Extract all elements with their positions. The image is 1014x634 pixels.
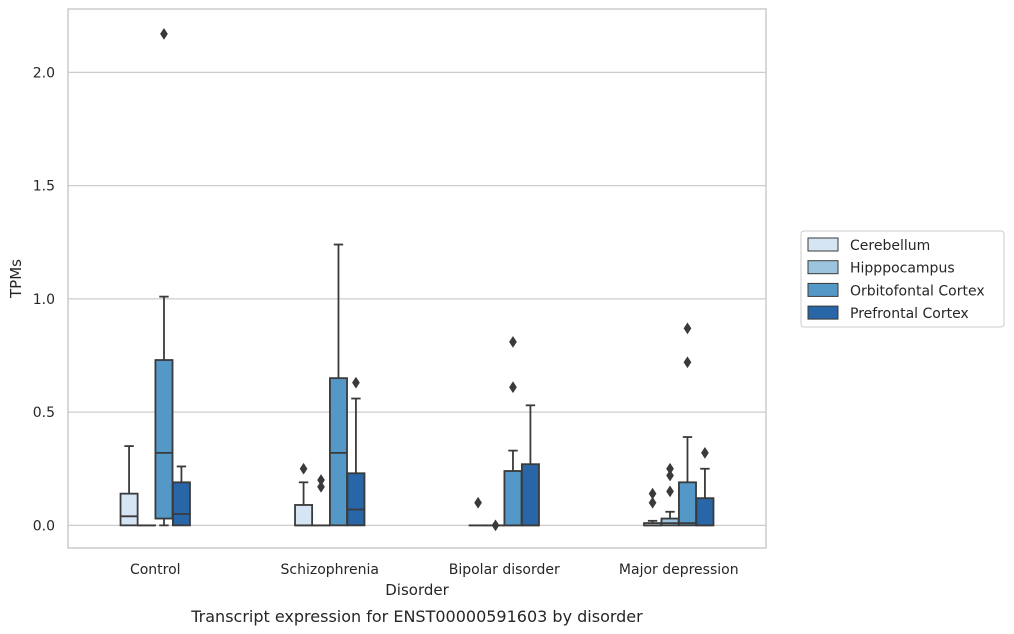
box-group — [119, 445, 139, 527]
outlier-point — [683, 356, 692, 369]
outlier-point — [299, 462, 308, 475]
legend-swatch — [807, 305, 839, 320]
box — [294, 504, 314, 527]
legend-label: Cerebellum — [850, 238, 930, 254]
box-series — [119, 27, 715, 532]
outlier-point — [160, 27, 168, 40]
outlier-point — [509, 335, 517, 348]
legend-label: Orbitofontal Cortex — [850, 283, 985, 299]
outlier-point — [474, 496, 482, 509]
box-group — [660, 462, 680, 527]
x-tick-label: Bipolar disorder — [449, 562, 560, 578]
box-group — [311, 474, 331, 527]
box-group — [520, 404, 540, 527]
box — [346, 472, 366, 527]
box-group — [643, 487, 663, 527]
box-group — [294, 462, 314, 527]
box — [660, 517, 680, 527]
chart-caption: Transcript expression for ENST0000059160… — [190, 607, 643, 626]
y-axis-label: TPMs — [7, 259, 25, 299]
legend-label: Prefrontal Cortex — [850, 306, 969, 322]
box — [329, 377, 348, 527]
box-group — [678, 322, 697, 527]
y-tick-label: 1.0 — [33, 292, 55, 308]
box — [503, 470, 523, 527]
x-tick-label: Schizophrenia — [281, 562, 379, 578]
outlier-point — [491, 519, 500, 532]
y-tick-label: 0.5 — [33, 405, 55, 421]
outlier-point — [666, 462, 674, 475]
box-group — [346, 376, 366, 527]
x-tick-label: Major depression — [619, 562, 739, 578]
box-group — [171, 465, 191, 527]
x-tick-labels: Control Schizophrenia Bipolar disorder Majo… — [130, 562, 739, 578]
outlier-point — [701, 446, 709, 459]
outlier-point — [648, 487, 657, 500]
y-tick-label: 1.5 — [33, 179, 55, 195]
box-group — [468, 496, 488, 527]
box — [171, 481, 191, 527]
box-group — [154, 27, 174, 527]
box — [154, 359, 174, 520]
legend-label: Hipppocampus — [850, 261, 955, 277]
box — [119, 492, 139, 527]
outlier-point — [666, 469, 674, 482]
y-tick-label: 0.0 — [33, 518, 55, 534]
legend-swatch — [807, 237, 839, 252]
legend-swatch — [807, 282, 839, 297]
outlier-point — [317, 480, 325, 493]
legend-swatch — [807, 260, 839, 275]
box — [678, 481, 697, 527]
box-group — [486, 519, 505, 532]
outlier-point — [683, 322, 692, 335]
x-tick-label: Control — [130, 562, 181, 578]
plot-frame — [67, 8, 767, 549]
box — [520, 463, 540, 527]
x-axis-label: Disorder — [385, 581, 449, 599]
box-group — [329, 243, 348, 527]
outlier-point — [648, 496, 657, 509]
legend: Cerebellum Hipppocampus Orbitofontal Corte… — [800, 230, 1005, 328]
outlier-point — [666, 485, 674, 498]
outlier-point — [317, 474, 325, 487]
y-tick-labels: 0.0 0.5 1.0 1.5 2.0 — [33, 65, 55, 534]
outlier-point — [352, 376, 360, 389]
outlier-point — [509, 381, 517, 394]
box-group — [503, 335, 523, 527]
box-group — [695, 446, 715, 527]
y-tick-label: 2.0 — [33, 65, 55, 81]
box — [695, 497, 715, 527]
legend-frame — [800, 230, 1005, 328]
